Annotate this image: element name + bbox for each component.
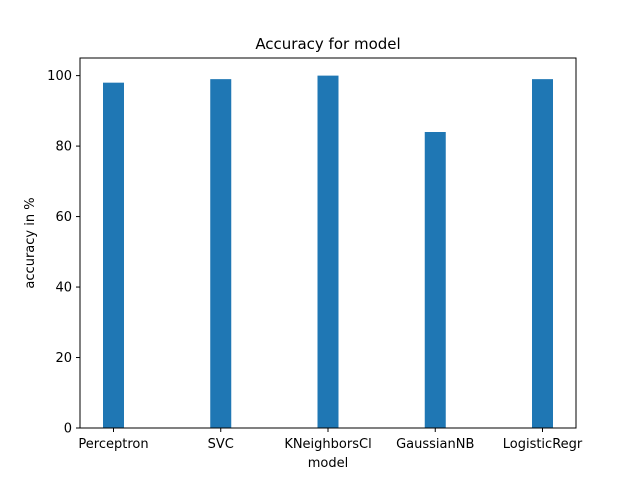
bar-perceptron	[103, 82, 124, 429]
x-tick-label: KNeighborsCl	[284, 437, 371, 452]
x-tick-label: SVC	[208, 437, 234, 452]
x-tick-label: GaussianNB	[396, 437, 474, 452]
chart-title: Accuracy for model	[255, 35, 400, 53]
x-tick-label: Perceptron	[78, 437, 148, 452]
x-axis-label: model	[308, 456, 348, 471]
bar-gaussiannb	[424, 132, 446, 428]
y-tick-label: 80	[55, 140, 72, 155]
y-tick-label: 20	[55, 351, 72, 366]
bar-kneighborscl	[317, 75, 339, 428]
y-axis-ticks: 0 20 40 60 80 100	[47, 69, 80, 437]
y-tick-label: 100	[47, 69, 72, 84]
bars	[103, 75, 553, 429]
bar-logisticregr	[532, 79, 553, 429]
plot-frame	[79, 57, 577, 429]
bar-svc	[210, 79, 232, 429]
x-axis-ticks: Perceptron SVC KNeighborsCl GaussianNB Logis…	[78, 428, 583, 452]
y-axis-label: accuracy in %	[23, 197, 38, 288]
x-tick-label: LogisticRegr	[503, 437, 583, 452]
y-tick-label: 40	[55, 281, 72, 296]
y-tick-label: 60	[55, 210, 72, 225]
y-tick-label: 0	[64, 422, 72, 437]
